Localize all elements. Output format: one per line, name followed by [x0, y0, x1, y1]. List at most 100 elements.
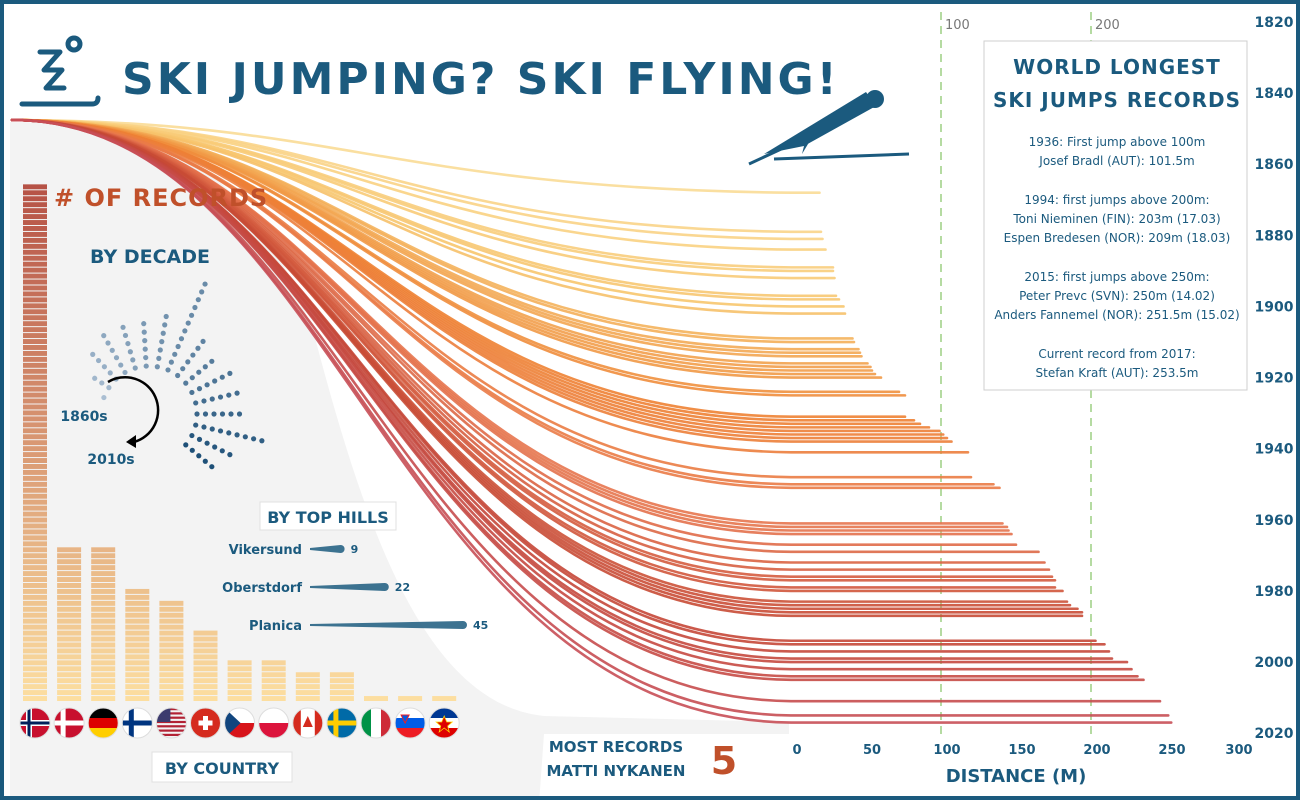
decade-dot [122, 369, 128, 376]
country-bar-segment-DEN [57, 630, 82, 636]
top-hills-chart: Vikersund 9 Oberstdorf 22 Planica 45 [222, 543, 488, 634]
decade-dot [109, 347, 115, 353]
country-bar-segment-NOR [23, 279, 47, 285]
country-bar-segment-NOR [23, 297, 47, 303]
most-records-label: MOST RECORDS [549, 738, 683, 756]
arrow-head-icon [126, 435, 136, 448]
country-bar-segment-POL [261, 660, 286, 666]
decade-dot [101, 333, 107, 339]
decade-dot [143, 363, 149, 369]
country-bar-segment-NOR [23, 291, 47, 297]
country-bar-segment-NOR [23, 249, 47, 255]
decade-dot [141, 329, 147, 335]
country-bar-segment-DEN [57, 666, 82, 672]
hill-value-planica: 45 [473, 619, 488, 632]
country-bar-segment-DEN [57, 600, 82, 606]
decade-dot [202, 281, 208, 287]
decade-dot [201, 398, 207, 404]
country-bar-segment-NOR [23, 481, 47, 487]
by-decade-label: BY DECADE [90, 246, 210, 268]
decade-dot [234, 432, 240, 438]
country-bar-segment-DEN [57, 594, 82, 600]
country-bar-segment-GER [91, 618, 116, 624]
country-bar-segment-DEN [57, 606, 82, 612]
record-section-heading: Current record from 2017: [1038, 347, 1195, 361]
country-bar-segment-NOR [23, 505, 47, 511]
decade-dot [106, 385, 112, 391]
country-bar-segment-DEN [57, 696, 82, 701]
record-section-heading: 1994: first jumps above 200m: [1024, 193, 1209, 207]
flag-ring [258, 707, 290, 739]
distance-tick-150: 150 [1008, 743, 1035, 758]
flag-stripe [88, 718, 119, 728]
distance-axis-title: DISTANCE (M) [946, 766, 1087, 787]
country-bar-segment-NOR [23, 553, 47, 559]
country-bar-segment-GER [91, 583, 116, 588]
country-bar-segment-GER [91, 642, 116, 648]
decade-dot [199, 289, 205, 295]
country-bar-segment-CAN [295, 684, 320, 690]
flag-stripe [333, 708, 339, 738]
country-bar-segment-NOR [23, 660, 47, 666]
flag-body [122, 708, 153, 738]
country-bar-segment-NOR [23, 350, 47, 356]
decade-dot [185, 320, 191, 326]
country-bar-segment-CZE [227, 672, 252, 678]
decade-dot [160, 330, 166, 336]
decade-dot [122, 332, 129, 339]
country-bar-segment-FIN [125, 678, 150, 684]
decade-dot [118, 362, 124, 368]
decade-dot [142, 346, 148, 352]
decade-dot [228, 411, 234, 417]
main-chart: SKI JUMPING? SKI FLYING! 100 200 1820 1840… [10, 12, 1294, 796]
flag-stripe [326, 720, 357, 726]
flag-stripe [122, 720, 153, 726]
country-bar-segment-FIN [125, 636, 150, 642]
decade-dot [204, 440, 210, 446]
year-axis: 1820 1840 1860 1880 1900 1920 1940 1960 1980 2000… [1255, 15, 1294, 742]
decade-dot [130, 357, 136, 363]
record-section-heading: 1936: First jump above 100m [1029, 135, 1206, 149]
country-bar-segment-FIN [125, 618, 150, 624]
decade-dot [226, 392, 232, 398]
country-bar-segment-DEN [57, 559, 82, 565]
country-bar-segment-SUI [193, 678, 218, 684]
country-bar-segment-GER [91, 666, 116, 672]
decade-dot [159, 339, 165, 345]
page-title: SKI JUMPING? SKI FLYING! [122, 54, 840, 105]
decade-dot [113, 355, 120, 361]
country-bar-segment-FIN [125, 642, 150, 648]
flag-stripe [156, 720, 187, 724]
flag-nor-icon [19, 707, 51, 739]
country-bar-segment-NOR [23, 648, 47, 654]
flag-stripe [429, 708, 460, 718]
by-country-label: BY COUNTRY [165, 759, 280, 778]
decade-dot [200, 338, 206, 345]
decade-dot [180, 366, 186, 372]
flag-yug-icon [428, 707, 460, 739]
decade-dot [209, 358, 215, 364]
record-line: Anders Fannemel (NOR): 251.5m (15.02) [994, 308, 1239, 322]
country-bar-segment-DEN [57, 624, 82, 630]
decade-dot [178, 336, 185, 342]
flag-usa-icon [155, 707, 187, 739]
ski-jumper-logo-icon [19, 35, 101, 107]
records-heading-line2: SKI JUMPS RECORDS [993, 88, 1241, 112]
country-bar-segment-NOR [23, 612, 47, 618]
flag-ger-icon [87, 707, 119, 739]
flag-body [224, 708, 255, 738]
decade-dot [193, 400, 199, 406]
flag-stripe [88, 728, 119, 738]
decade-dot [202, 458, 208, 464]
decade-dot [196, 453, 202, 459]
record-section-heading: 2015: first jumps above 250m: [1024, 270, 1209, 284]
country-bar-segment-NOR [23, 523, 47, 529]
country-bar-segment-SUI [193, 648, 218, 654]
country-bar-segment-NOR [23, 196, 47, 202]
country-bar-segment-NOR [23, 594, 47, 600]
record-line: Peter Prevc (SVN): 250m (14.02) [1019, 289, 1215, 303]
decade-dot [227, 370, 233, 376]
world-records-box [983, 40, 1248, 391]
country-bar-segment-DEN [57, 636, 82, 642]
country-bar-segment-NOR [23, 624, 47, 630]
